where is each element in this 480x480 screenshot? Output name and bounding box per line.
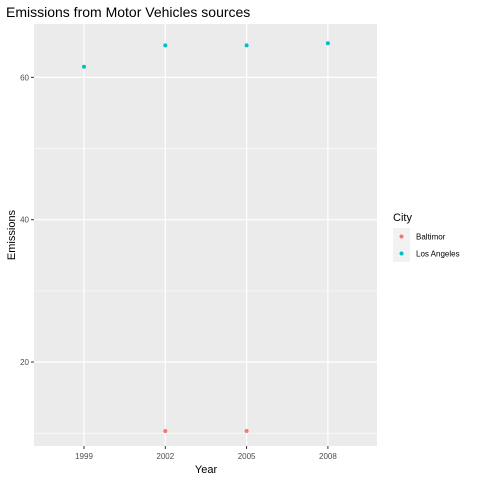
data-points [82,41,330,434]
y-tick-label: 20 [20,358,29,367]
x-axis-ticks: 1999 2002 2005 2008 [75,446,337,461]
legend-marker [399,234,404,239]
data-point [163,43,168,48]
y-axis-title: Emissions [6,209,18,260]
x-axis-title: Year [195,464,218,476]
y-axis-ticks: 20 40 60 [20,73,34,367]
plot-panel [34,24,377,446]
legend: City Baltimor Los Angeles [393,212,460,262]
x-tick-label: 2005 [238,452,256,461]
x-tick-label: 1999 [75,452,93,461]
y-tick-label: 60 [20,73,29,82]
data-point [325,41,330,46]
y-tick-label: 40 [20,216,29,225]
data-point [163,429,168,434]
legend-marker [399,251,404,256]
chart-title: Emissions from Motor Vehicles sources [6,4,250,20]
legend-label: Los Angeles [416,250,460,259]
legend-label: Baltimor [416,233,446,242]
data-point [244,429,249,434]
x-tick-label: 2008 [319,452,337,461]
data-point [82,64,86,69]
legend-title: City [393,212,412,224]
minor-gridlines [34,148,377,434]
data-point [244,43,249,48]
x-tick-label: 2002 [156,452,174,461]
major-gridlines [34,24,377,446]
